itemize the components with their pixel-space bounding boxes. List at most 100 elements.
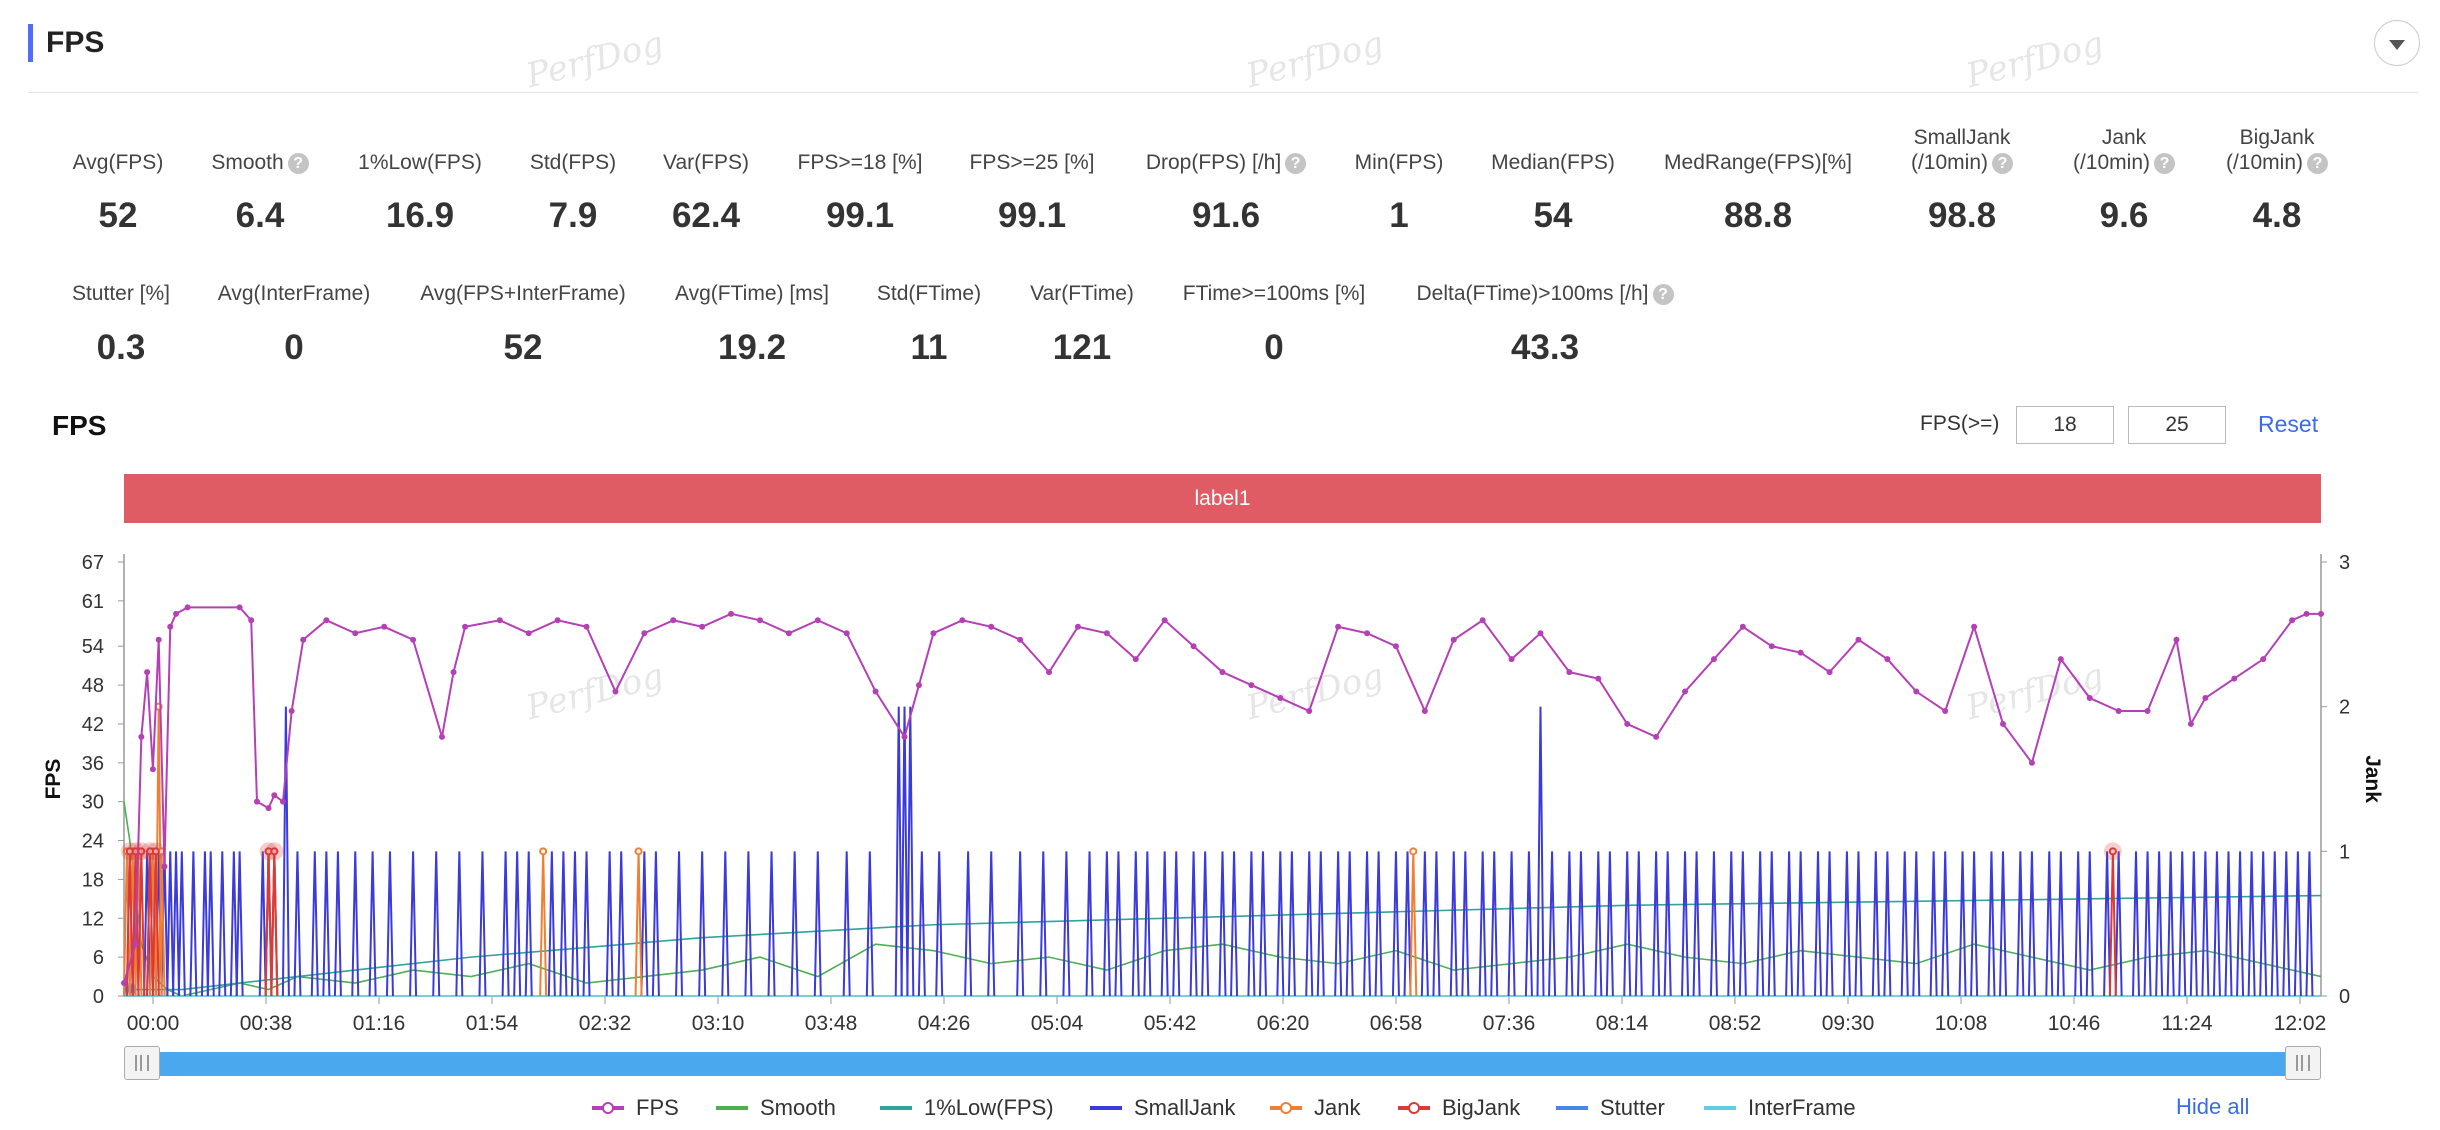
threshold-input-1[interactable] xyxy=(2016,406,2114,444)
fps-point xyxy=(1971,623,1978,630)
help-icon[interactable]: ? xyxy=(1992,152,2014,174)
legend-item-jank[interactable]: Jank xyxy=(1270,1095,1360,1121)
y-tick-label-left: 0 xyxy=(93,986,104,1008)
fps-point xyxy=(2000,720,2007,727)
threshold-input-2[interactable] xyxy=(2128,406,2226,444)
spike-smalljank xyxy=(1912,851,1921,997)
spike-smalljank xyxy=(1143,851,1152,997)
metric-label-text: (/10min)? xyxy=(1832,150,2092,175)
fps-point xyxy=(1739,623,1746,630)
spike-smalljank xyxy=(1900,851,1909,997)
metric-label: FTime>=100ms [%] xyxy=(1144,281,1404,306)
x-tick-label: 01:16 xyxy=(353,1012,406,1030)
threshold-label: FPS(>=) xyxy=(1920,412,2000,435)
fps-point xyxy=(554,617,561,624)
slider-handle-right[interactable] xyxy=(2285,1046,2321,1080)
metric-label-text: Std(FPS) xyxy=(529,151,617,174)
fps-point xyxy=(1219,669,1226,676)
fps-point xyxy=(1710,656,1717,663)
zoom-slider[interactable] xyxy=(124,1046,2321,1080)
x-tick-label: 04:26 xyxy=(918,1012,971,1030)
spike-smalljank xyxy=(1999,851,2008,997)
spike-smalljank xyxy=(1490,851,1499,997)
help-icon[interactable]: ? xyxy=(1652,283,1674,305)
fps-point xyxy=(1768,643,1775,650)
metric-label: BigJank (/10min)? xyxy=(2147,125,2407,175)
x-tick-label: 01:54 xyxy=(466,1012,519,1030)
fps-point xyxy=(138,733,145,740)
series-line-smooth xyxy=(123,801,2322,997)
spike-smalljank xyxy=(177,851,186,997)
spike-jank xyxy=(539,851,548,997)
spike-smalljank xyxy=(2201,851,2210,997)
slider-track[interactable] xyxy=(142,1052,2303,1076)
x-tick-label: 06:20 xyxy=(1257,1012,1310,1030)
bigjank-highlight xyxy=(146,842,165,861)
x-tick-label: 12:02 xyxy=(2274,1012,2327,1030)
marker-jank xyxy=(634,847,643,856)
legend-label: 1%Low(FPS) xyxy=(924,1095,1054,1120)
fps-point xyxy=(410,636,417,643)
spike-smalljank xyxy=(1247,851,1256,997)
fps-point xyxy=(1653,733,1660,740)
help-icon[interactable]: ? xyxy=(2307,152,2329,174)
fps-point xyxy=(1277,695,1284,702)
spike-smalljank xyxy=(1854,851,1863,997)
fps-point xyxy=(2115,707,2122,714)
label-band[interactable]: label1 xyxy=(124,474,2321,523)
swatch-line xyxy=(1556,1106,1588,1110)
x-tick-label: 10:08 xyxy=(1935,1012,1988,1030)
spike-smalljank xyxy=(1941,851,1950,997)
metric-label-text: Delta(FTime)>100ms [/h]? xyxy=(1415,281,1675,306)
spike-smalljank xyxy=(2027,851,2036,997)
fps-point xyxy=(450,669,457,676)
slider-handle-left[interactable] xyxy=(124,1046,160,1080)
legend-item-1-low-fps-[interactable]: 1%Low(FPS) xyxy=(880,1095,1054,1121)
legend-swatch-icon xyxy=(716,1101,748,1115)
metric-label: Avg(FPS+InterFrame) xyxy=(393,281,653,306)
legend-item-smalljank[interactable]: SmallJank xyxy=(1090,1095,1235,1121)
x-tick-label: 11:24 xyxy=(2162,1012,2213,1030)
spike-smalljank xyxy=(1230,851,1239,997)
fps-point xyxy=(2202,695,2209,702)
metric-value: 54 xyxy=(1533,196,1573,235)
reset-button[interactable]: Reset xyxy=(2258,411,2319,437)
spike-smalljank xyxy=(1258,851,1267,997)
legend-item-bigjank[interactable]: BigJank xyxy=(1398,1095,1520,1121)
spike-smalljank xyxy=(1958,851,1967,997)
legend-item-stutter[interactable]: Stutter xyxy=(1556,1095,1665,1121)
spike-smalljank xyxy=(894,706,903,997)
spike-smalljank xyxy=(2016,851,2025,997)
legend-item-smooth[interactable]: Smooth xyxy=(716,1095,836,1121)
fps-point xyxy=(300,636,307,643)
spike-smalljank xyxy=(1814,851,1823,997)
hide-all-button[interactable]: Hide all xyxy=(2176,1094,2250,1119)
metric-label-text: Avg(FPS+InterFrame) xyxy=(420,282,626,305)
swatch-line xyxy=(716,1106,748,1110)
help-icon[interactable]: ? xyxy=(2154,152,2176,174)
collapse-button[interactable] xyxy=(2374,20,2420,66)
fps-point xyxy=(1595,675,1602,682)
spike-smalljank xyxy=(1871,851,1880,997)
metric-label-text: Avg(InterFrame) xyxy=(217,282,371,305)
spike-smalljank xyxy=(1432,851,1441,997)
help-icon[interactable]: ? xyxy=(1285,152,1307,174)
y-axis-label-right: Jank xyxy=(2361,755,2384,803)
bigjank-highlight xyxy=(2103,842,2122,861)
fps-point xyxy=(1335,623,1342,630)
spike-smalljank xyxy=(964,851,973,997)
fps-point xyxy=(670,617,677,624)
spike-smalljank xyxy=(2247,851,2256,997)
fps-point xyxy=(612,688,619,695)
legend-item-fps[interactable]: FPS xyxy=(592,1095,679,1121)
fps-point xyxy=(1450,636,1457,643)
metric-label-text: Avg(FTime) [ms] xyxy=(674,282,829,305)
spike-smalljank xyxy=(1767,851,1776,997)
legend-item-interframe[interactable]: InterFrame xyxy=(1704,1095,1856,1121)
help-icon[interactable]: ? xyxy=(287,152,309,174)
metric-label: Avg(FTime) [ms] xyxy=(622,281,882,306)
metric-label-text: MedRange(FPS)[%] xyxy=(1664,151,1852,174)
spike-smalljank xyxy=(2270,851,2279,997)
metric-value: 52 xyxy=(98,196,138,235)
